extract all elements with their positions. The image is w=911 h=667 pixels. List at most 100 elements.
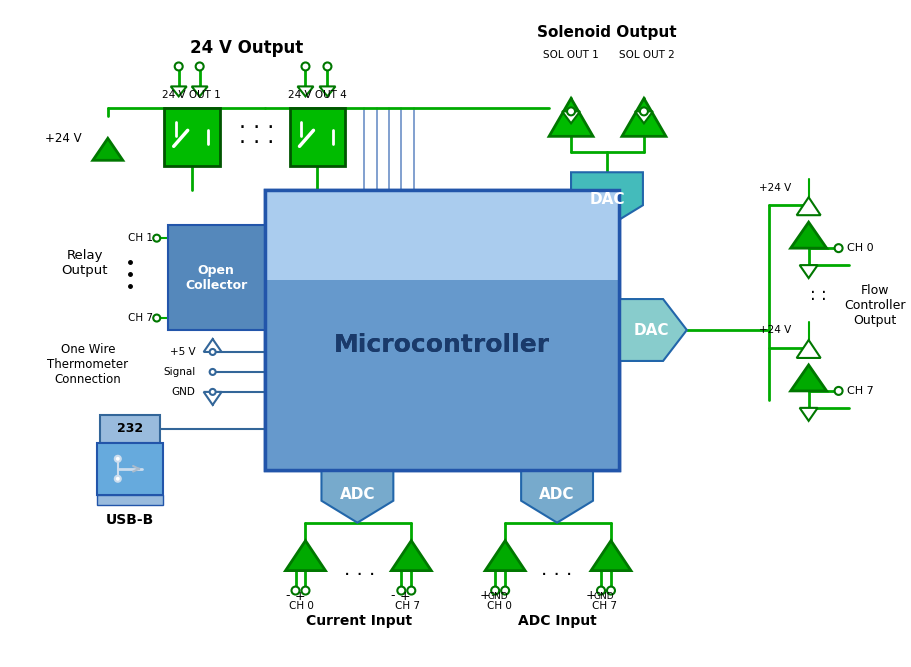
Text: CH 0: CH 0 xyxy=(846,243,874,253)
Text: +: + xyxy=(294,590,305,603)
Circle shape xyxy=(210,349,216,355)
Text: GND: GND xyxy=(594,592,614,601)
Polygon shape xyxy=(571,172,643,227)
Bar xyxy=(264,190,619,280)
Text: · · ·: · · · xyxy=(239,118,274,138)
Bar xyxy=(100,415,159,443)
Polygon shape xyxy=(791,365,826,391)
Circle shape xyxy=(834,387,843,395)
Polygon shape xyxy=(298,87,313,97)
Polygon shape xyxy=(796,197,821,215)
Bar xyxy=(264,190,619,470)
Bar xyxy=(290,108,345,166)
Bar xyxy=(264,190,619,280)
Text: ADC: ADC xyxy=(539,487,575,502)
Polygon shape xyxy=(796,340,821,358)
Polygon shape xyxy=(486,541,525,570)
Text: CH 7: CH 7 xyxy=(592,600,618,610)
Text: CH 7: CH 7 xyxy=(128,313,153,323)
Bar xyxy=(97,443,163,495)
Circle shape xyxy=(153,235,160,241)
Text: · · ·: · · · xyxy=(343,566,375,585)
Polygon shape xyxy=(392,541,431,570)
Text: +24 V: +24 V xyxy=(760,183,792,193)
Text: 232: 232 xyxy=(117,422,143,436)
Polygon shape xyxy=(800,265,818,278)
Text: SOL OUT 1: SOL OUT 1 xyxy=(543,51,599,61)
Text: CH 7: CH 7 xyxy=(846,386,874,396)
Polygon shape xyxy=(191,87,208,97)
Text: : :: : : xyxy=(810,286,827,304)
Text: Open
Collector: Open Collector xyxy=(185,263,247,291)
Circle shape xyxy=(501,586,509,594)
Polygon shape xyxy=(204,392,221,405)
Polygon shape xyxy=(521,468,593,523)
Circle shape xyxy=(597,586,605,594)
Text: 24 V Output: 24 V Output xyxy=(190,39,303,57)
Polygon shape xyxy=(285,541,325,570)
Circle shape xyxy=(323,63,332,71)
Text: · · ·: · · · xyxy=(541,566,573,585)
Polygon shape xyxy=(322,468,394,523)
Text: +24 V: +24 V xyxy=(46,132,82,145)
Circle shape xyxy=(210,389,216,395)
Polygon shape xyxy=(591,541,631,570)
Text: +24 V: +24 V xyxy=(760,325,792,335)
Text: DAC: DAC xyxy=(633,323,669,338)
Circle shape xyxy=(115,476,121,482)
Polygon shape xyxy=(622,99,666,136)
Bar xyxy=(164,108,220,166)
Text: -: - xyxy=(285,589,290,602)
Circle shape xyxy=(407,586,415,594)
Polygon shape xyxy=(320,87,335,97)
Text: Microcontroller: Microcontroller xyxy=(333,333,550,357)
Circle shape xyxy=(491,586,499,594)
Text: +: + xyxy=(586,589,596,602)
Polygon shape xyxy=(549,99,593,136)
Text: ADC: ADC xyxy=(340,487,375,502)
Circle shape xyxy=(210,369,216,375)
Text: CH 0: CH 0 xyxy=(486,600,512,610)
Polygon shape xyxy=(170,87,187,97)
Circle shape xyxy=(115,456,121,462)
Text: DAC: DAC xyxy=(589,191,625,207)
Text: ADC Input: ADC Input xyxy=(517,614,597,628)
Text: GND: GND xyxy=(488,592,508,601)
Text: +: + xyxy=(479,589,490,602)
Circle shape xyxy=(567,107,575,115)
Text: Signal: Signal xyxy=(163,367,196,377)
Polygon shape xyxy=(619,299,687,361)
Text: CH 7: CH 7 xyxy=(394,600,420,610)
Text: One Wire
Thermometer
Connection: One Wire Thermometer Connection xyxy=(47,344,128,386)
Circle shape xyxy=(302,63,310,71)
Polygon shape xyxy=(635,111,653,123)
Circle shape xyxy=(175,63,183,71)
Text: Flow
Controller
Output: Flow Controller Output xyxy=(844,283,906,327)
Circle shape xyxy=(292,586,300,594)
Circle shape xyxy=(196,63,204,71)
Text: 24 V OUT 1: 24 V OUT 1 xyxy=(162,91,221,101)
Circle shape xyxy=(607,586,615,594)
Text: +5 V: +5 V xyxy=(170,347,196,357)
Polygon shape xyxy=(791,222,826,248)
Text: Relay
Output: Relay Output xyxy=(62,249,108,277)
Polygon shape xyxy=(204,339,221,352)
Polygon shape xyxy=(800,408,818,421)
Text: Solenoid Output: Solenoid Output xyxy=(537,25,677,40)
Circle shape xyxy=(834,244,843,252)
Bar xyxy=(264,280,619,470)
Bar xyxy=(168,225,264,330)
Bar xyxy=(264,190,619,470)
Text: -: - xyxy=(391,589,395,602)
Bar xyxy=(97,495,163,505)
Text: GND: GND xyxy=(172,387,196,397)
Polygon shape xyxy=(93,138,123,160)
Text: 24 V OUT 4: 24 V OUT 4 xyxy=(288,91,347,101)
Text: CH 0: CH 0 xyxy=(289,600,314,610)
Text: SOL OUT 2: SOL OUT 2 xyxy=(619,51,675,61)
Polygon shape xyxy=(562,111,580,123)
Text: Microcontroller: Microcontroller xyxy=(333,333,550,357)
Circle shape xyxy=(397,586,405,594)
Text: CH 1: CH 1 xyxy=(128,233,153,243)
Circle shape xyxy=(153,315,160,321)
